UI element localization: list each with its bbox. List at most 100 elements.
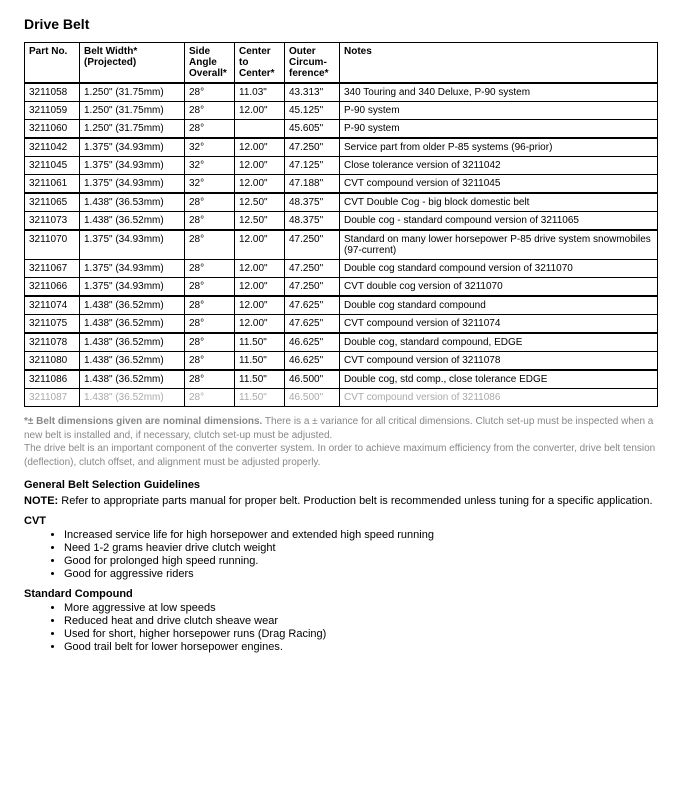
table-cell: 3211078 xyxy=(25,333,80,352)
table-cell: 3211070 xyxy=(25,230,80,260)
table-cell: 1.375" (34.93mm) xyxy=(80,138,185,157)
table-cell: Service part from older P-85 systems (96… xyxy=(340,138,658,157)
table-cell: 47.250" xyxy=(285,138,340,157)
table-row: 32110661.375" (34.93mm)28°12.00"47.250"C… xyxy=(25,278,658,297)
table-cell: 1.375" (34.93mm) xyxy=(80,278,185,297)
table-cell: 32° xyxy=(185,138,235,157)
table-cell: 47.125" xyxy=(285,157,340,175)
table-header-cell: Notes xyxy=(340,43,658,84)
footnote-line2: The drive belt is an important component… xyxy=(24,443,655,468)
list-item: Used for short, higher horsepower runs (… xyxy=(64,628,658,640)
standard-heading: Standard Compound xyxy=(24,588,658,600)
table-cell: 3211042 xyxy=(25,138,80,157)
table-cell: 28° xyxy=(185,296,235,315)
list-item: Good for prolonged high speed running. xyxy=(64,555,658,567)
table-cell: 11.50" xyxy=(235,389,285,407)
table-cell: 1.438" (36.52mm) xyxy=(80,333,185,352)
table-cell: 3211059 xyxy=(25,102,80,120)
table-row: 32110751.438" (36.52mm)28°12.00"47.625"C… xyxy=(25,315,658,334)
table-row: 32110741.438" (36.52mm)28°12.00"47.625"D… xyxy=(25,296,658,315)
table-cell: Double cog - standard compound version o… xyxy=(340,212,658,231)
table-row: 32110731.438" (36.52mm)28°12.50"48.375"D… xyxy=(25,212,658,231)
table-row: 32110861.438" (36.52mm)28°11.50"46.500"D… xyxy=(25,370,658,389)
table-cell xyxy=(235,120,285,139)
table-cell: 12.00" xyxy=(235,296,285,315)
table-cell: 47.625" xyxy=(285,315,340,334)
table-header-row: Part No.Belt Width* (Projected)Side Angl… xyxy=(25,43,658,84)
table-cell: 1.438" (36.53mm) xyxy=(80,193,185,212)
table-cell: 1.375" (34.93mm) xyxy=(80,175,185,194)
table-cell: CVT compound version of 3211074 xyxy=(340,315,658,334)
table-cell: 1.438" (36.52mm) xyxy=(80,370,185,389)
table-cell: 3211066 xyxy=(25,278,80,297)
list-item: Increased service life for high horsepow… xyxy=(64,529,658,541)
page-title: Drive Belt xyxy=(24,16,658,32)
table-row: 32110611.375" (34.93mm)32°12.00"47.188"C… xyxy=(25,175,658,194)
table-cell: 28° xyxy=(185,83,235,102)
table-cell: 1.375" (34.93mm) xyxy=(80,260,185,278)
table-cell: 46.625" xyxy=(285,333,340,352)
table-cell: Standard on many lower horsepower P-85 d… xyxy=(340,230,658,260)
table-cell: 43.313" xyxy=(285,83,340,102)
list-item: Good for aggressive riders xyxy=(64,568,658,580)
table-cell: 12.50" xyxy=(235,212,285,231)
table-cell: 12.50" xyxy=(235,193,285,212)
table-cell: 12.00" xyxy=(235,157,285,175)
table-cell: 28° xyxy=(185,102,235,120)
cvt-bullet-list: Increased service life for high horsepow… xyxy=(64,529,658,580)
list-item: Good trail belt for lower horsepower eng… xyxy=(64,641,658,653)
drive-belt-table: Part No.Belt Width* (Projected)Side Angl… xyxy=(24,42,658,407)
guidelines-heading: General Belt Selection Guidelines xyxy=(24,479,658,491)
table-cell: 48.375" xyxy=(285,212,340,231)
table-cell: 28° xyxy=(185,333,235,352)
table-cell: 3211087 xyxy=(25,389,80,407)
table-cell: Close tolerance version of 3211042 xyxy=(340,157,658,175)
table-row: 32110671.375" (34.93mm)28°12.00"47.250"D… xyxy=(25,260,658,278)
table-cell: 3211080 xyxy=(25,352,80,371)
table-row: 32110871.438" (36.52mm)28°11.50"46.500"C… xyxy=(25,389,658,407)
table-cell: 12.00" xyxy=(235,175,285,194)
table-cell: 1.375" (34.93mm) xyxy=(80,157,185,175)
table-cell: 1.250" (31.75mm) xyxy=(80,120,185,139)
list-item: More aggressive at low speeds xyxy=(64,602,658,614)
table-cell: CVT compound version of 3211078 xyxy=(340,352,658,371)
table-row: 32110581.250" (31.75mm)28°11.03"43.313"3… xyxy=(25,83,658,102)
table-cell: P-90 system xyxy=(340,102,658,120)
table-cell: 28° xyxy=(185,193,235,212)
table-header-cell: Belt Width* (Projected) xyxy=(80,43,185,84)
table-row: 32110781.438" (36.52mm)28°11.50"46.625"D… xyxy=(25,333,658,352)
note-label: NOTE: xyxy=(24,495,58,507)
table-cell: 3211061 xyxy=(25,175,80,194)
table-row: 32110601.250" (31.75mm)28°45.605"P-90 sy… xyxy=(25,120,658,139)
table-cell: 46.500" xyxy=(285,370,340,389)
table-row: 32110591.250" (31.75mm)28°12.00"45.125"P… xyxy=(25,102,658,120)
table-cell: 11.50" xyxy=(235,370,285,389)
table-cell: Double cog standard compound xyxy=(340,296,658,315)
table-cell: 28° xyxy=(185,278,235,297)
table-cell: 12.00" xyxy=(235,102,285,120)
table-cell: 32° xyxy=(185,175,235,194)
table-cell: 28° xyxy=(185,315,235,334)
table-cell: Double cog, std comp., close tolerance E… xyxy=(340,370,658,389)
note-text: Refer to appropriate parts manual for pr… xyxy=(58,495,652,507)
table-cell: 32° xyxy=(185,157,235,175)
table-cell: 3211074 xyxy=(25,296,80,315)
list-item: Reduced heat and drive clutch sheave wea… xyxy=(64,615,658,627)
table-cell: 12.00" xyxy=(235,260,285,278)
table-cell: 47.625" xyxy=(285,296,340,315)
table-cell: 3211073 xyxy=(25,212,80,231)
list-item: Need 1-2 grams heavier drive clutch weig… xyxy=(64,542,658,554)
table-cell: 3211075 xyxy=(25,315,80,334)
table-row: 32110701.375" (34.93mm)28°12.00"47.250"S… xyxy=(25,230,658,260)
table-cell: 47.250" xyxy=(285,260,340,278)
table-cell: 3211058 xyxy=(25,83,80,102)
table-cell: 11.50" xyxy=(235,352,285,371)
table-cell: 1.250" (31.75mm) xyxy=(80,102,185,120)
table-row: 32110421.375" (34.93mm)32°12.00"47.250"S… xyxy=(25,138,658,157)
table-cell: 28° xyxy=(185,352,235,371)
table-cell: 48.375" xyxy=(285,193,340,212)
table-cell: 47.250" xyxy=(285,278,340,297)
table-cell: CVT compound version of 3211086 xyxy=(340,389,658,407)
table-cell: 28° xyxy=(185,370,235,389)
table-cell: Double cog standard compound version of … xyxy=(340,260,658,278)
